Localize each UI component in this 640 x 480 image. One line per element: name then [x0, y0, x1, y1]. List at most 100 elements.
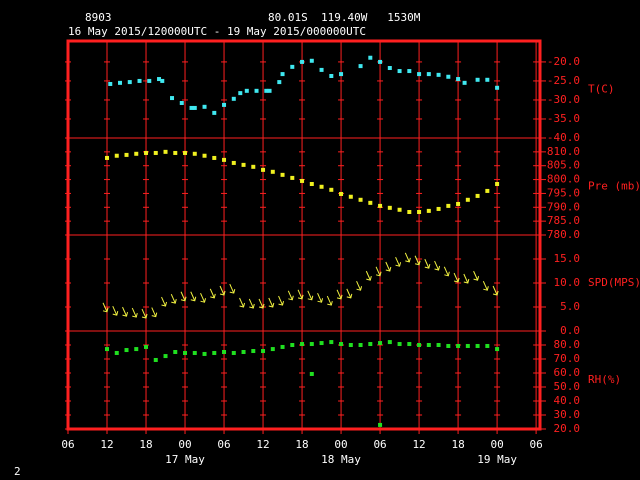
y-tick-label: -30.0	[547, 93, 580, 106]
data-point	[270, 347, 275, 352]
arrow-shaft	[258, 298, 264, 309]
plot-frame	[66, 39, 542, 431]
arrow-shaft	[190, 291, 196, 301]
wind-arrow	[141, 308, 148, 319]
arrow-head	[258, 303, 265, 309]
y-tick-label: 15.0	[554, 252, 581, 265]
data-point	[183, 150, 188, 155]
data-point	[348, 343, 353, 347]
arrow-shaft	[395, 256, 401, 267]
data-point	[108, 81, 113, 86]
data-point	[309, 371, 314, 376]
arrow-shaft	[346, 288, 352, 299]
arrow-shaft	[317, 292, 323, 303]
data-point	[157, 77, 162, 82]
arrow-head	[151, 312, 158, 318]
arrow-head	[444, 271, 450, 277]
arrow-head	[102, 307, 109, 313]
data-point	[153, 150, 158, 155]
data-point	[134, 151, 139, 156]
y-axis-label: SPD(MPS)	[588, 276, 640, 289]
data-point	[254, 88, 259, 93]
wind-arrow	[209, 288, 216, 299]
wind-arrow	[404, 252, 411, 263]
data-point	[105, 155, 110, 160]
wind-arrow	[170, 293, 177, 304]
data-point	[270, 169, 275, 174]
wind-arrow	[307, 290, 314, 301]
station-id: 8903	[85, 11, 112, 24]
y-tick-label: -25.0	[547, 74, 580, 87]
arrow-head	[483, 286, 489, 291]
arrow-shaft	[297, 289, 303, 300]
data-point	[426, 208, 431, 213]
wind-arrow	[365, 270, 372, 281]
data-point	[329, 187, 334, 192]
data-point	[309, 182, 314, 187]
arrow-shaft	[151, 307, 157, 317]
arrow-head	[453, 277, 460, 283]
arrow-shaft	[453, 272, 459, 283]
station-location: 80.01S 119.40W 1530M	[268, 11, 421, 24]
y-tick-label: 795.0	[547, 186, 580, 199]
arrow-shaft	[268, 297, 274, 308]
wind-arrow	[453, 272, 460, 283]
data-point	[183, 350, 188, 355]
data-point	[134, 347, 139, 352]
y-tick-label: 0.0	[560, 324, 580, 337]
data-point	[378, 341, 383, 346]
arrow-head	[473, 275, 480, 281]
wind-arrow	[385, 261, 392, 272]
data-point	[475, 343, 480, 348]
x-tick-label: 18	[139, 438, 152, 451]
data-point	[238, 91, 243, 96]
data-point	[222, 102, 227, 107]
data-point	[231, 160, 236, 165]
data-point	[495, 85, 500, 90]
data-point	[436, 343, 441, 347]
data-point	[212, 350, 217, 355]
arrow-head	[346, 293, 353, 299]
arrow-head	[161, 301, 168, 307]
x-tick-label: 12	[412, 438, 425, 451]
wind-arrow	[161, 296, 168, 307]
data-point	[212, 110, 217, 115]
data-point	[241, 350, 246, 354]
period: 16 May 2015/120000UTC - 19 May 2015/0000…	[68, 25, 366, 38]
wind-arrow	[229, 283, 236, 294]
arrow-shaft	[482, 280, 488, 291]
data-point	[397, 69, 402, 74]
data-point	[290, 343, 295, 347]
data-point	[105, 347, 110, 352]
arrow-shaft	[385, 261, 391, 272]
data-point	[251, 164, 256, 169]
data-point	[179, 101, 184, 106]
data-point	[495, 347, 500, 352]
data-point	[368, 342, 373, 347]
x-tick-label: 00	[334, 438, 347, 451]
y-tick-label: -40.0	[547, 131, 580, 144]
arrow-shaft	[307, 290, 313, 301]
data-point	[267, 88, 272, 93]
arrow-shaft	[375, 266, 381, 277]
y-tick-label: 70.0	[554, 352, 581, 365]
data-point	[462, 80, 467, 85]
arrow-shaft	[122, 306, 127, 317]
wind-arrow	[278, 295, 285, 306]
wind-arrow	[395, 256, 402, 267]
arrow-head	[366, 275, 372, 281]
y-tick-label: 30.0	[554, 408, 581, 421]
arrow-head	[414, 260, 421, 266]
wind-arrow	[473, 270, 480, 281]
wind-arrow	[200, 292, 207, 303]
y-tick-label: 5.0	[560, 300, 580, 313]
data-point	[485, 77, 490, 82]
y-axis-label: T(C)	[588, 83, 615, 96]
data-point	[202, 351, 207, 356]
data-point	[339, 191, 344, 196]
arrow-shaft	[161, 296, 166, 307]
data-point	[277, 80, 282, 85]
date-label: 17 May	[165, 453, 205, 466]
data-point	[124, 348, 129, 353]
